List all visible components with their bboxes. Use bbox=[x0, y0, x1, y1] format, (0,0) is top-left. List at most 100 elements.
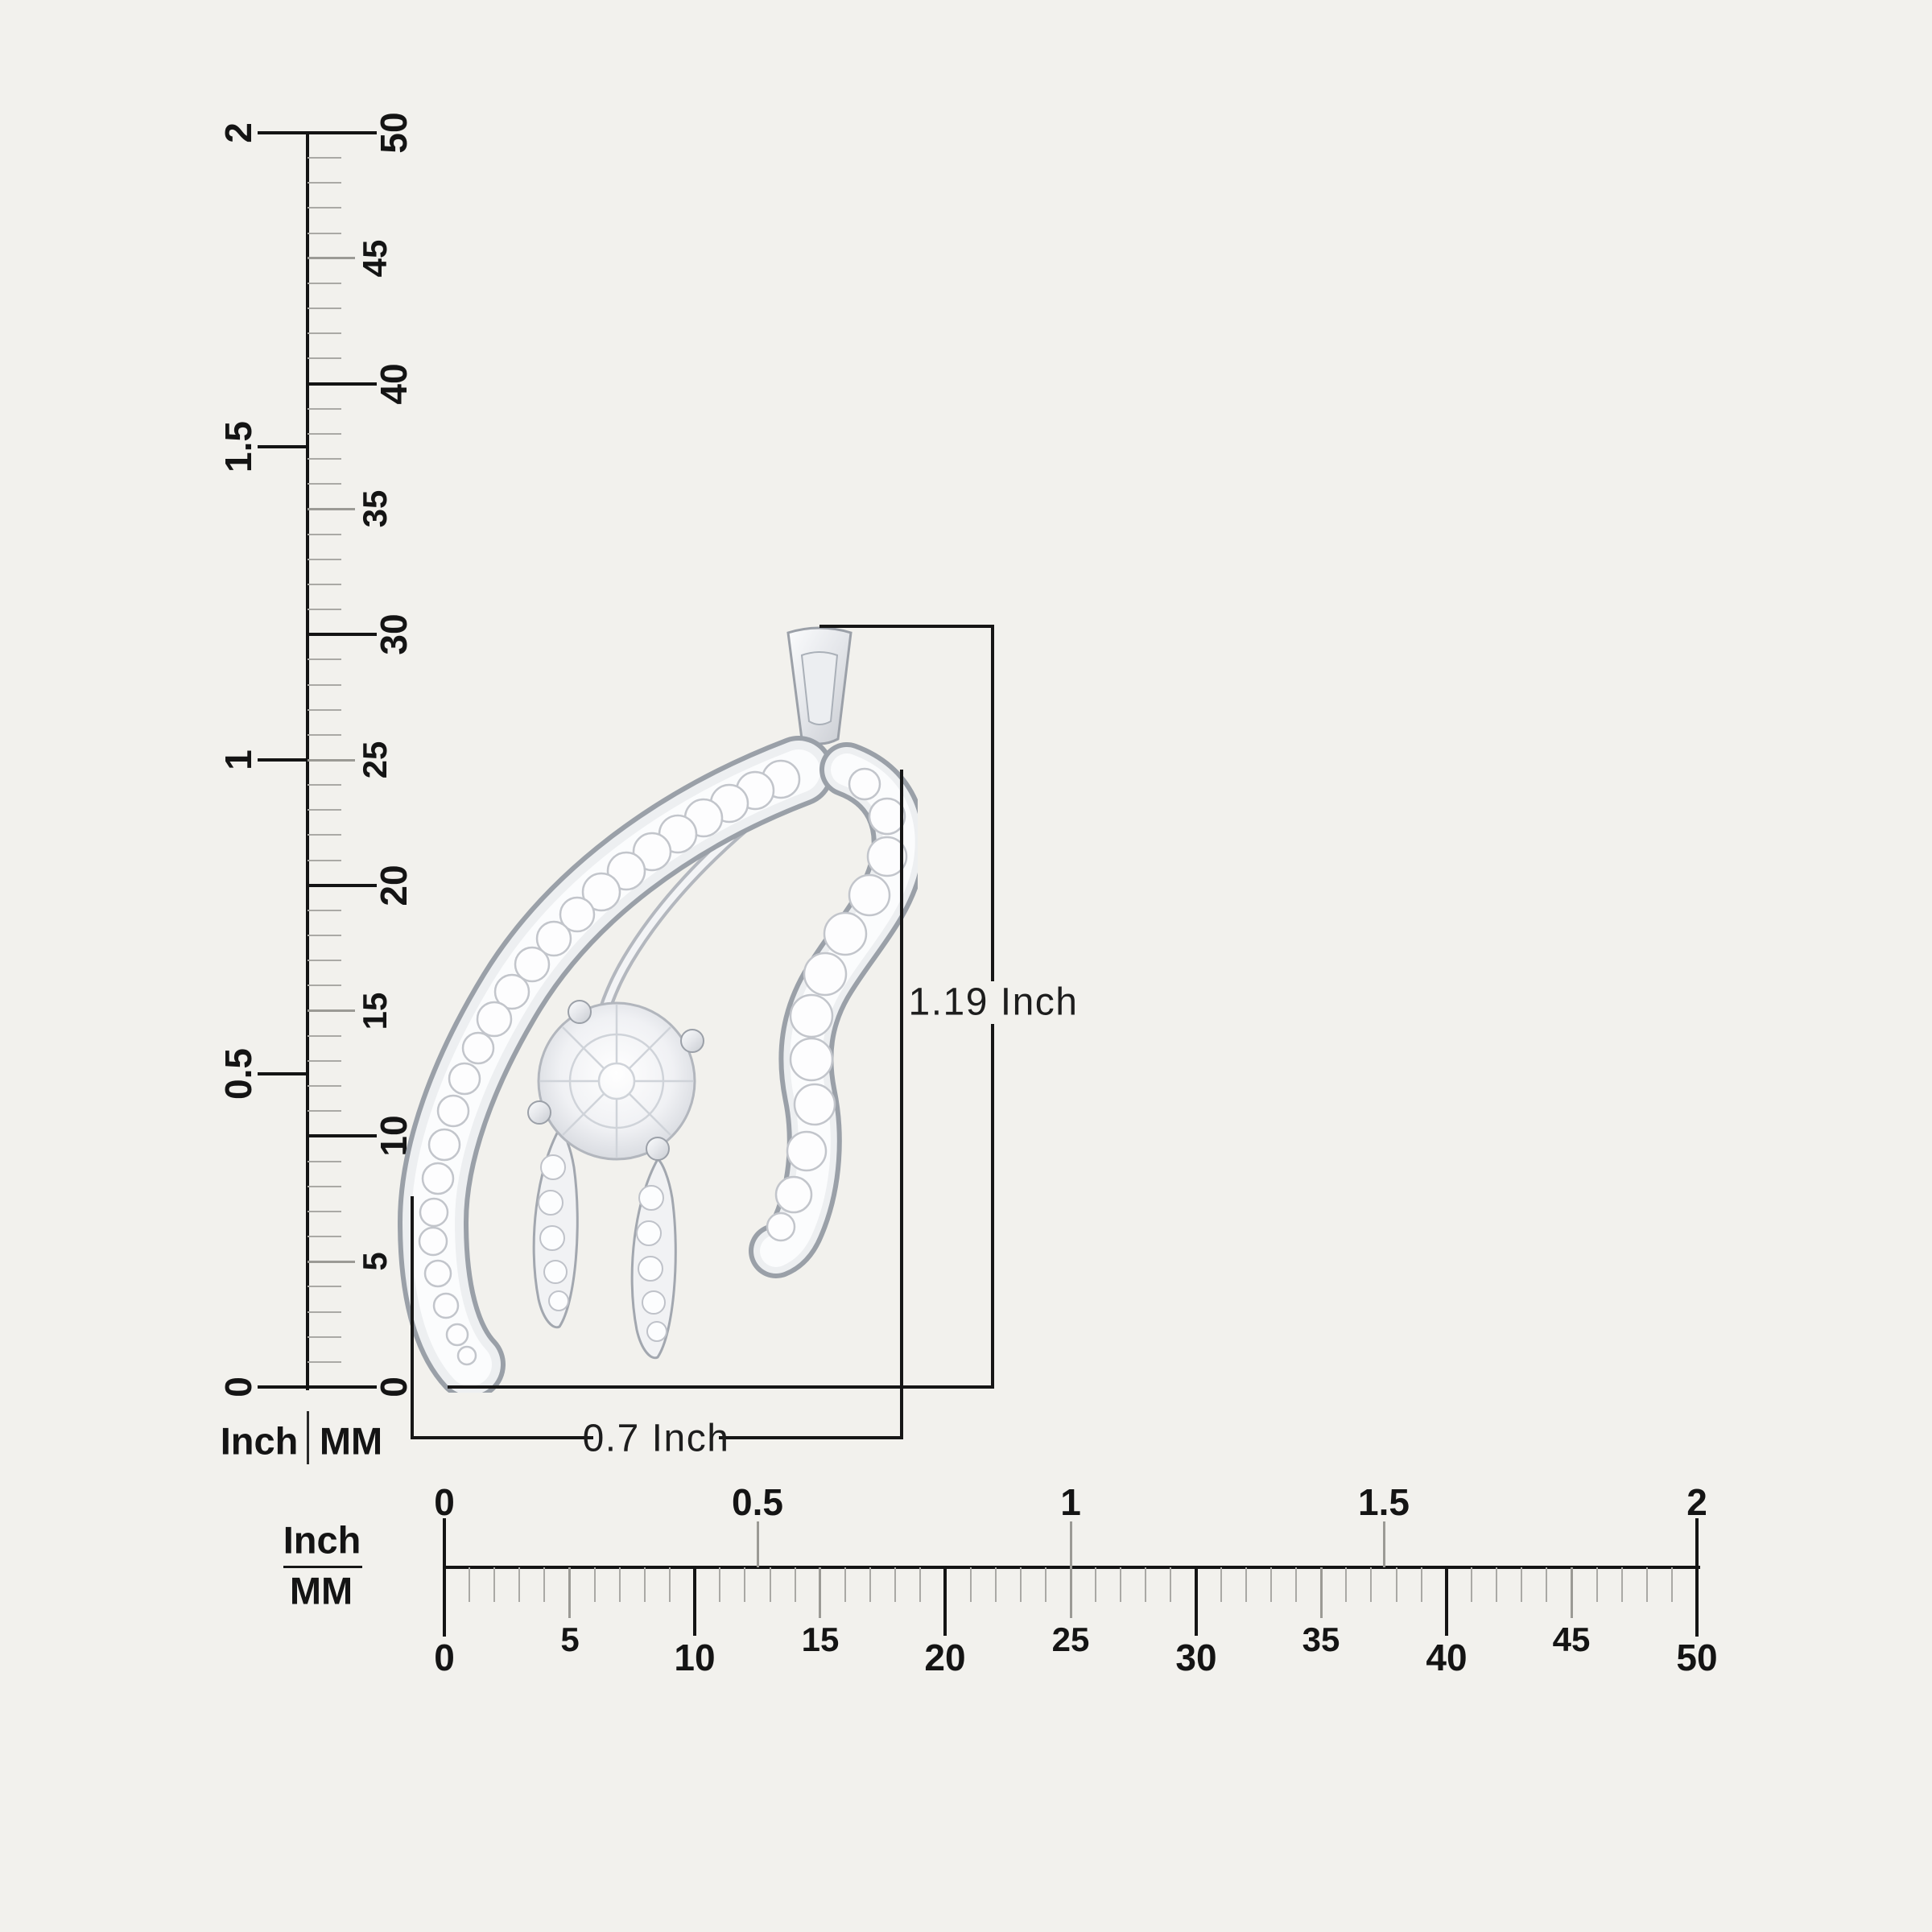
mm-tick bbox=[1396, 1567, 1397, 1602]
mm-tick bbox=[308, 508, 355, 510]
horizontal-ruler-unit-fraction-line bbox=[283, 1566, 362, 1568]
mm-tick bbox=[1671, 1567, 1673, 1602]
mm-tick bbox=[308, 734, 341, 736]
mm-tick-label: 40 bbox=[1426, 1637, 1468, 1678]
mm-tick bbox=[308, 382, 377, 386]
inch-tick-label: 1 bbox=[217, 749, 259, 770]
inch-tick bbox=[258, 758, 308, 762]
mm-tick-label: 25 bbox=[1051, 1620, 1090, 1658]
mm-tick-label: 10 bbox=[674, 1637, 716, 1678]
inch-tick-label: 1 bbox=[1060, 1481, 1081, 1523]
mm-tick bbox=[308, 283, 341, 284]
mm-tick-label: 45 bbox=[356, 239, 394, 278]
mm-tick bbox=[1295, 1567, 1297, 1602]
mm-tick bbox=[1170, 1567, 1171, 1602]
mm-tick bbox=[308, 357, 341, 359]
mm-tick bbox=[308, 534, 341, 535]
mm-tick bbox=[258, 131, 377, 134]
mm-tick bbox=[1496, 1567, 1497, 1602]
mm-tick bbox=[308, 332, 341, 334]
mm-tick bbox=[308, 834, 341, 836]
mm-tick bbox=[1270, 1567, 1272, 1602]
mm-tick bbox=[594, 1567, 596, 1602]
mm-tick bbox=[1020, 1567, 1022, 1602]
inch-tick-label: 0.5 bbox=[217, 1048, 259, 1100]
vertical-ruler-mm-unit-label: MM bbox=[319, 1419, 383, 1463]
mm-tick bbox=[308, 1311, 341, 1313]
mm-tick bbox=[308, 684, 341, 686]
mm-tick bbox=[844, 1567, 846, 1602]
mm-tick bbox=[1621, 1567, 1623, 1602]
mm-tick bbox=[443, 1518, 446, 1637]
mm-tick bbox=[308, 759, 355, 762]
mm-tick bbox=[308, 1134, 377, 1137]
mm-tick bbox=[669, 1567, 671, 1602]
mm-tick bbox=[308, 308, 341, 309]
mm-tick bbox=[308, 584, 341, 585]
height-dimension-label: 1.19 Inch bbox=[908, 980, 1079, 1024]
mm-tick bbox=[1471, 1567, 1472, 1602]
mm-tick bbox=[308, 709, 341, 711]
mm-tick bbox=[308, 182, 341, 184]
inch-tick-label: 0 bbox=[217, 1377, 259, 1397]
mm-tick bbox=[1195, 1567, 1198, 1636]
mm-tick bbox=[1421, 1567, 1422, 1602]
mm-tick bbox=[308, 207, 341, 208]
mm-tick bbox=[1695, 1518, 1699, 1637]
width-dimension-left-riser bbox=[411, 1196, 414, 1439]
inch-tick-label: 1.5 bbox=[217, 421, 259, 473]
mm-tick bbox=[308, 1035, 341, 1037]
mm-tick bbox=[995, 1567, 997, 1602]
mm-tick bbox=[1571, 1567, 1573, 1618]
inch-tick bbox=[258, 445, 308, 448]
mm-tick-label: 35 bbox=[1302, 1620, 1340, 1658]
inch-tick-label: 1.5 bbox=[1358, 1481, 1410, 1523]
mm-tick bbox=[308, 408, 341, 410]
mm-tick bbox=[308, 809, 341, 811]
mm-tick bbox=[1521, 1567, 1522, 1602]
mm-tick bbox=[819, 1567, 821, 1618]
mm-tick bbox=[619, 1567, 621, 1602]
mm-tick bbox=[1145, 1567, 1146, 1602]
height-dimension-bottom-line bbox=[448, 1385, 994, 1389]
height-dimension-vertical-line-upper bbox=[991, 625, 994, 981]
inch-tick bbox=[1383, 1521, 1385, 1567]
mm-tick bbox=[308, 960, 341, 961]
mm-tick bbox=[1095, 1567, 1096, 1602]
mm-tick bbox=[308, 633, 377, 636]
mm-tick bbox=[308, 1161, 341, 1162]
mm-tick bbox=[308, 658, 341, 660]
mm-tick-label: 35 bbox=[356, 489, 394, 528]
inch-tick bbox=[1070, 1521, 1072, 1567]
mm-tick bbox=[308, 1261, 355, 1263]
mm-tick bbox=[308, 1361, 341, 1363]
mm-tick-label: 20 bbox=[924, 1637, 966, 1678]
inch-tick-label: 2 bbox=[1686, 1481, 1707, 1523]
mm-tick bbox=[1245, 1567, 1247, 1602]
mm-tick bbox=[308, 1336, 341, 1338]
mm-tick-label: 0 bbox=[434, 1637, 455, 1678]
mm-tick-label: 5 bbox=[356, 1252, 394, 1271]
inch-tick bbox=[258, 1072, 308, 1075]
mm-tick bbox=[1045, 1567, 1046, 1602]
mm-tick bbox=[308, 233, 341, 234]
mm-tick bbox=[1546, 1567, 1547, 1602]
vertical-ruler-inch-unit-label: Inch bbox=[220, 1419, 299, 1463]
inch-tick bbox=[757, 1521, 759, 1567]
mm-tick-label: 40 bbox=[373, 363, 415, 405]
mm-tick bbox=[919, 1567, 921, 1602]
mm-tick bbox=[308, 1060, 341, 1062]
mm-tick bbox=[308, 1286, 341, 1287]
mm-tick bbox=[644, 1567, 646, 1602]
mm-tick bbox=[469, 1567, 470, 1602]
mm-tick bbox=[308, 985, 341, 986]
mm-tick-label: 15 bbox=[356, 992, 394, 1030]
mm-tick bbox=[568, 1567, 571, 1618]
mm-tick bbox=[308, 433, 341, 435]
height-dimension-vertical-line-lower bbox=[991, 1024, 994, 1389]
mm-tick bbox=[1220, 1567, 1222, 1602]
mm-tick bbox=[518, 1567, 520, 1602]
mm-tick bbox=[795, 1567, 796, 1602]
mm-tick bbox=[1070, 1567, 1072, 1618]
mm-tick bbox=[308, 1236, 341, 1237]
